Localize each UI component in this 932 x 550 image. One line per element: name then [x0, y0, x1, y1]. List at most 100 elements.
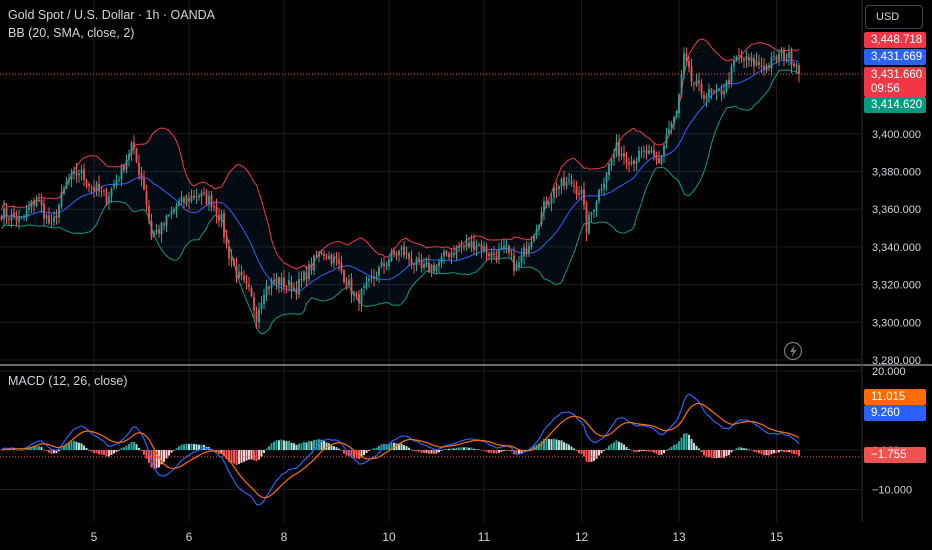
candle-body	[418, 258, 420, 261]
macd-histogram-bar	[578, 450, 580, 454]
candle-body	[370, 277, 373, 279]
candle-body	[758, 62, 760, 65]
candle	[420, 253, 423, 273]
candle	[123, 164, 125, 174]
candle	[513, 246, 515, 276]
candle	[748, 53, 750, 67]
macd-histogram-bar	[395, 443, 398, 450]
candle-body	[178, 201, 180, 206]
macd-histogram-bar	[180, 444, 183, 450]
candle	[225, 230, 228, 249]
macd-histogram-bar	[510, 450, 513, 452]
candle	[738, 47, 740, 64]
candle-body	[145, 190, 148, 205]
candle	[655, 151, 658, 165]
candle-body	[200, 192, 203, 197]
candle	[203, 187, 205, 196]
candle-body	[693, 83, 695, 85]
candle	[503, 238, 505, 254]
candle	[200, 189, 203, 206]
candle	[463, 243, 465, 251]
candle	[570, 173, 573, 187]
candle-body	[98, 183, 100, 192]
candle	[590, 211, 593, 223]
symbol-title[interactable]: Gold Spot / U.S. Dollar · 1h · OANDA	[8, 8, 216, 22]
macd-histogram-bar	[418, 450, 420, 452]
macd-histogram-bar	[25, 449, 28, 450]
candle-body	[790, 51, 793, 65]
macd-histogram-bar	[740, 447, 743, 450]
macd-histogram-bar	[795, 450, 798, 455]
macd-histogram-bar	[683, 433, 685, 450]
bb-upper-price-badge: 3,448.718	[864, 32, 926, 48]
macd-histogram-bar	[163, 450, 165, 462]
macd-histogram-bar	[473, 448, 475, 450]
candle-body	[285, 285, 288, 287]
candle	[235, 257, 238, 283]
candle-body	[83, 169, 85, 180]
candle-body	[388, 259, 390, 266]
candle	[605, 172, 608, 191]
lightning-icon[interactable]	[783, 341, 803, 361]
macd-histogram-bar	[255, 450, 258, 462]
candle-body	[598, 189, 600, 201]
macd-histogram-bar	[625, 447, 628, 450]
candle-body	[53, 216, 55, 222]
macd-indicator-label[interactable]: MACD (12, 26, close)	[8, 374, 128, 388]
macd-histogram-bar	[148, 450, 150, 464]
macd-histogram-bar	[125, 445, 128, 450]
macd-histogram-bar	[175, 448, 178, 450]
candle-body	[588, 214, 590, 234]
candle	[435, 263, 438, 275]
candle	[730, 63, 733, 88]
candle	[265, 279, 268, 302]
currency-button[interactable]: USD	[865, 5, 923, 29]
candle	[753, 54, 755, 74]
macd-histogram-bar	[408, 447, 410, 450]
candle	[568, 172, 570, 186]
candle	[100, 186, 103, 198]
candle	[130, 141, 133, 161]
candle	[93, 179, 95, 198]
candle	[768, 62, 770, 72]
macd-histogram-bar	[93, 450, 95, 454]
candle-body	[638, 150, 640, 161]
candle-body	[580, 190, 583, 194]
candle-body	[273, 279, 275, 283]
candle	[333, 252, 335, 269]
macd-histogram-bar	[75, 441, 78, 450]
candle-body	[333, 256, 335, 264]
macd-histogram-bar	[530, 447, 533, 450]
macd-histogram-bar	[675, 443, 678, 450]
candle-body	[410, 258, 413, 265]
candle-body	[298, 279, 300, 295]
candle-body	[713, 92, 715, 94]
candle-body	[335, 256, 338, 260]
candle-body	[453, 253, 455, 256]
candle	[493, 246, 495, 260]
macd-histogram-bar	[735, 448, 738, 450]
bb-indicator-label[interactable]: BB (20, SMA, close, 2)	[8, 26, 135, 40]
candle	[683, 47, 685, 79]
macd-histogram-bar	[240, 450, 243, 463]
candle-body	[138, 162, 140, 175]
macd-histogram-bar	[260, 450, 263, 457]
candle	[635, 157, 638, 171]
macd-histogram-bar	[390, 442, 393, 450]
candle-body	[263, 294, 265, 304]
macd-histogram-bar	[373, 448, 375, 450]
candle-body	[543, 201, 545, 212]
macd-histogram-bar	[665, 450, 668, 451]
candle-body	[35, 199, 38, 207]
macd-histogram-bar	[38, 446, 40, 450]
candle-body	[788, 51, 790, 58]
macd-histogram-bar	[730, 450, 733, 453]
candle-body	[488, 253, 490, 257]
macd-histogram-bar	[460, 447, 463, 450]
macd-histogram-bar	[580, 450, 583, 454]
candle	[530, 236, 533, 250]
macd-histogram-bar	[133, 441, 135, 450]
candle-body	[730, 66, 733, 83]
bb-lower-price-badge: 3,414.620	[864, 97, 926, 113]
